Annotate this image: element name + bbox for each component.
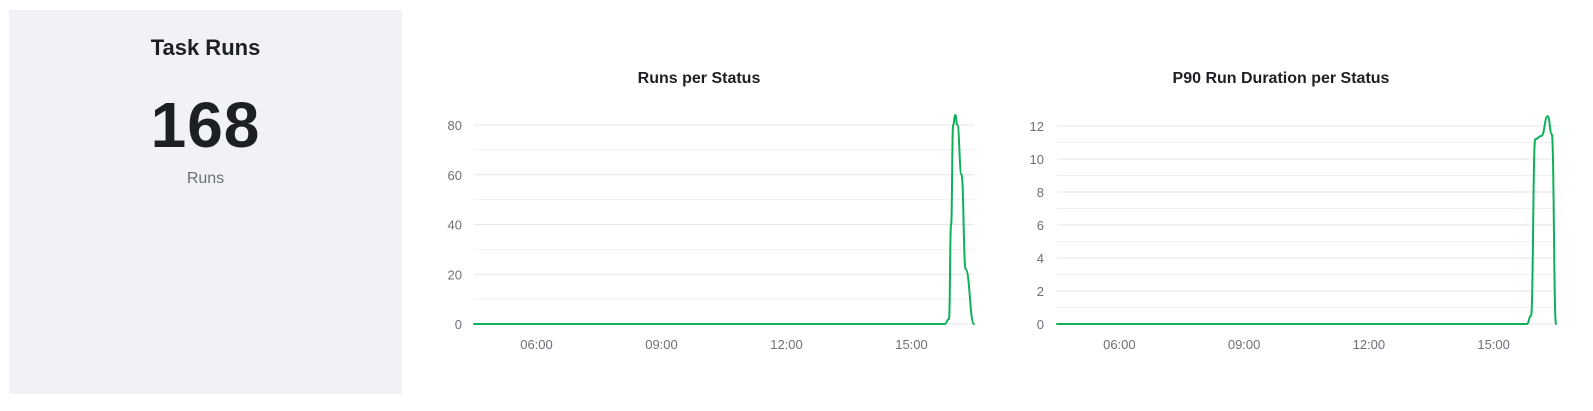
- p90-duration-series-line: [1056, 115, 1557, 326]
- runs-per-status-y-tick-label: 0: [455, 317, 462, 332]
- p90-duration-title: P90 Run Duration per Status: [1173, 70, 1390, 87]
- p90-duration-y-tick-label: 4: [1037, 251, 1044, 266]
- runs-per-status-x-tick-label: 09:00: [645, 337, 678, 352]
- task-runs-unit: Runs: [186, 170, 225, 187]
- p90-duration-y-tick-label: 0: [1037, 317, 1044, 332]
- task-runs-count: 168: [150, 89, 261, 161]
- p90-duration-x-tick-label: 15:00: [1477, 337, 1510, 352]
- p90-duration-y-tick-label: 2: [1037, 284, 1044, 299]
- runs-per-status-y-tick-label: 20: [448, 267, 462, 282]
- runs-per-status-title: Runs per Status: [638, 70, 761, 87]
- task-runs-title: Task Runs: [150, 35, 261, 60]
- runs-per-status-x-tick-label: 15:00: [895, 337, 928, 352]
- task-runs-card: Task Runs 168 Runs: [9, 10, 402, 394]
- runs-per-status-x-tick-label: 12:00: [770, 337, 803, 352]
- runs-per-status-y-tick-label: 40: [448, 218, 462, 233]
- p90-duration-y-tick-label: 8: [1037, 185, 1044, 200]
- runs-per-status-y-tick-label: 80: [448, 118, 462, 133]
- p90-duration-y-tick-label: 6: [1037, 218, 1044, 233]
- p90-duration-y-tick-label: 12: [1030, 119, 1044, 134]
- runs-per-status-series-line: [473, 114, 975, 326]
- p90-duration-y-tick-label: 10: [1030, 152, 1044, 167]
- runs-per-status-chart: Runs per Status 0 20 40 60 80 06:00 09:00 12:00 1…: [448, 70, 975, 352]
- p90-duration-x-tick-label: 12:00: [1353, 337, 1386, 352]
- runs-per-status-x-tick-label: 06:00: [520, 337, 553, 352]
- p90-duration-chart: P90 Run Duration per Status 0 2 4 6 8 10 12 06:0…: [1030, 70, 1557, 352]
- p90-duration-x-tick-label: 06:00: [1103, 337, 1136, 352]
- runs-per-status-y-tick-label: 60: [448, 168, 462, 183]
- p90-duration-x-tick-label: 09:00: [1228, 337, 1261, 352]
